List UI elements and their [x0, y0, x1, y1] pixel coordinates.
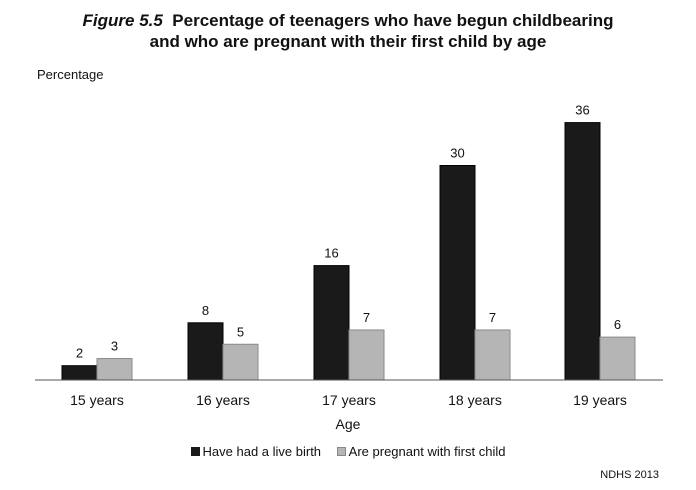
bar-pregnant-4 — [474, 329, 511, 381]
data-label-live-birth-3: 16 — [324, 246, 338, 261]
title-line-2: and who are pregnant with their first ch… — [149, 32, 547, 51]
x-tick-label-2: 16 years — [196, 392, 250, 408]
legend-swatch-pregnant — [336, 447, 346, 456]
x-tick-label-4: 18 years — [448, 392, 502, 408]
data-label-pregnant-5: 6 — [614, 317, 621, 332]
x-axis-label: Age — [336, 416, 361, 432]
legend-swatch-live-birth — [190, 447, 200, 456]
bar-live-birth-2 — [187, 322, 224, 381]
bar-pregnant-5 — [599, 336, 636, 381]
source-note: NDHS 2013 — [600, 469, 659, 481]
bar-live-birth-3 — [313, 265, 350, 381]
data-label-live-birth-5: 36 — [575, 103, 589, 118]
figure-label: Figure 5.5 — [82, 11, 163, 30]
data-label-pregnant-3: 7 — [363, 310, 370, 325]
x-tick-label-3: 17 years — [322, 392, 376, 408]
x-tick-label-1: 15 years — [70, 392, 124, 408]
data-label-pregnant-4: 7 — [489, 310, 496, 325]
data-label-live-birth-2: 8 — [202, 303, 209, 318]
bar-pregnant-3 — [348, 329, 385, 381]
bar-chart: 2 3 15 years 8 5 16 years 16 7 17 years 30 7 18 yea… — [35, 103, 663, 432]
bar-live-birth-4 — [439, 165, 476, 381]
legend: Have had a live birth Are pregnant with … — [0, 444, 696, 459]
bar-pregnant-2 — [222, 343, 259, 381]
legend-item-live-birth: Have had a live birth — [190, 444, 325, 459]
bar-live-birth-1 — [61, 365, 98, 381]
x-tick-label-5: 19 years — [573, 392, 627, 408]
data-label-pregnant-2: 5 — [237, 324, 244, 339]
legend-item-pregnant: Are pregnant with first child — [336, 444, 506, 459]
legend-label-live-birth: Have had a live birth — [202, 444, 322, 459]
bar-live-birth-5 — [564, 122, 601, 381]
data-label-pregnant-1: 3 — [111, 339, 118, 354]
y-axis-label: Percentage — [37, 67, 104, 82]
data-label-live-birth-4: 30 — [450, 146, 464, 161]
bar-pregnant-1 — [96, 358, 133, 381]
legend-label-pregnant: Are pregnant with first child — [348, 444, 506, 459]
chart-title: Figure 5.5 Percentage of teenagers who h… — [0, 10, 696, 52]
title-line-1: Percentage of teenagers who have begun c… — [172, 11, 614, 30]
data-label-live-birth-1: 2 — [76, 346, 83, 361]
